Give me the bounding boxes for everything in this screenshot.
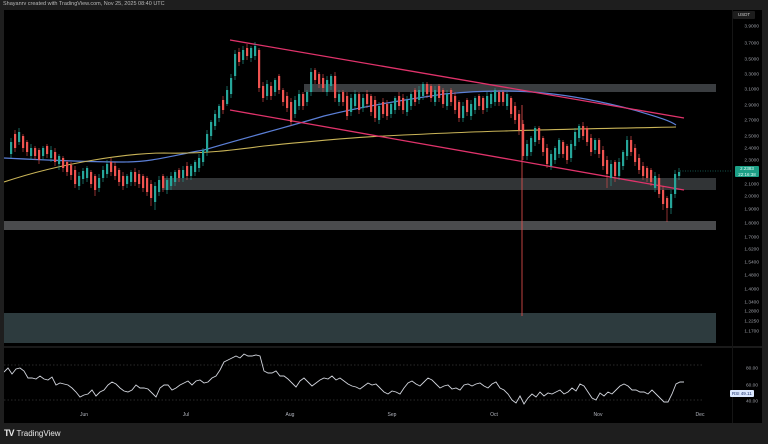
rsi-label-60: 60.00	[745, 383, 758, 389]
time-label-jun: Jun	[79, 412, 89, 418]
time-label-nov: Nov	[593, 412, 603, 418]
demand-zone	[4, 313, 716, 343]
current-price-badge: 2.2383 22:16:38	[735, 166, 759, 177]
time-label-oct: Oct	[490, 412, 498, 418]
current-price-value: 2.2383	[740, 166, 754, 171]
support-zone-upper	[162, 178, 716, 190]
channel-lower-line	[229, 109, 685, 191]
time-label-jul: Jul	[182, 412, 190, 418]
ma-200-line	[4, 126, 677, 183]
price-axis[interactable]: 3.9000 3.7000 3.5000 3.3000 3.1000 2.900…	[733, 10, 762, 423]
tradingview-logo-icon: TV	[4, 428, 14, 438]
price-label: 1.7000	[744, 235, 759, 241]
price-label: 1.2800	[744, 309, 759, 315]
price-label: 2.5000	[744, 134, 759, 140]
current-price-countdown: 22:16:38	[738, 171, 756, 177]
chart-attribution: Shayanrv created with TradingView.com, N…	[3, 1, 165, 7]
support-zone-lower	[4, 221, 716, 230]
price-label: 3.7000	[744, 41, 759, 47]
currency-label[interactable]: USDT	[733, 11, 755, 19]
footer: TV TradingView	[0, 423, 768, 444]
price-label: 1.2250	[744, 319, 759, 325]
rsi-pane[interactable]	[4, 348, 732, 408]
price-label: 1.6200	[744, 247, 759, 253]
price-label: 1.1700	[744, 329, 759, 335]
price-label: 2.0000	[744, 194, 759, 200]
price-pane[interactable]	[4, 10, 732, 346]
price-label: 2.9000	[744, 103, 759, 109]
tradingview-logo-text: TradingView	[16, 428, 61, 438]
price-label: 2.3000	[744, 158, 759, 164]
price-label: 3.9000	[744, 24, 759, 30]
price-label: 2.7000	[744, 118, 759, 124]
pane-separator[interactable]	[4, 346, 762, 348]
time-label-dec: Dec	[695, 412, 705, 418]
price-label: 2.1000	[744, 182, 759, 188]
rsi-chart-canvas	[4, 353, 704, 405]
time-label-aug: Aug	[285, 412, 295, 418]
price-label: 3.5000	[744, 57, 759, 63]
rsi-badge-value: 49.11	[740, 391, 752, 396]
axis-separator	[732, 10, 733, 423]
rsi-label-80: 80.00	[745, 366, 758, 372]
price-label: 3.3000	[744, 72, 759, 78]
price-label: 1.9000	[744, 207, 759, 213]
tradingview-logo[interactable]: TV TradingView	[4, 428, 61, 438]
price-label: 1.5400	[744, 260, 759, 266]
chart-header: Shayanrv created with TradingView.com, N…	[0, 0, 768, 10]
price-label: 2.4000	[744, 146, 759, 152]
time-axis[interactable]: Jun Jul Aug Sep Oct Nov Dec	[4, 409, 732, 423]
rsi-value-badge: RSI 49.11	[730, 390, 754, 397]
time-label-sep: Sep	[387, 412, 397, 418]
price-chart-canvas	[4, 39, 732, 343]
channel-upper-line	[229, 39, 685, 119]
candles	[10, 42, 681, 222]
rsi-line	[4, 353, 684, 405]
rsi-label-40: 40.00	[745, 399, 758, 405]
rsi-badge-label: RSI	[732, 391, 740, 396]
price-label: 1.8000	[744, 221, 759, 227]
price-label: 1.3400	[744, 300, 759, 306]
chart-frame[interactable]: Jun Jul Aug Sep Oct Nov Dec 3.9000 3.700…	[4, 10, 762, 423]
price-label: 1.4000	[744, 287, 759, 293]
price-label: 1.4800	[744, 273, 759, 279]
price-label: 3.1000	[744, 87, 759, 93]
